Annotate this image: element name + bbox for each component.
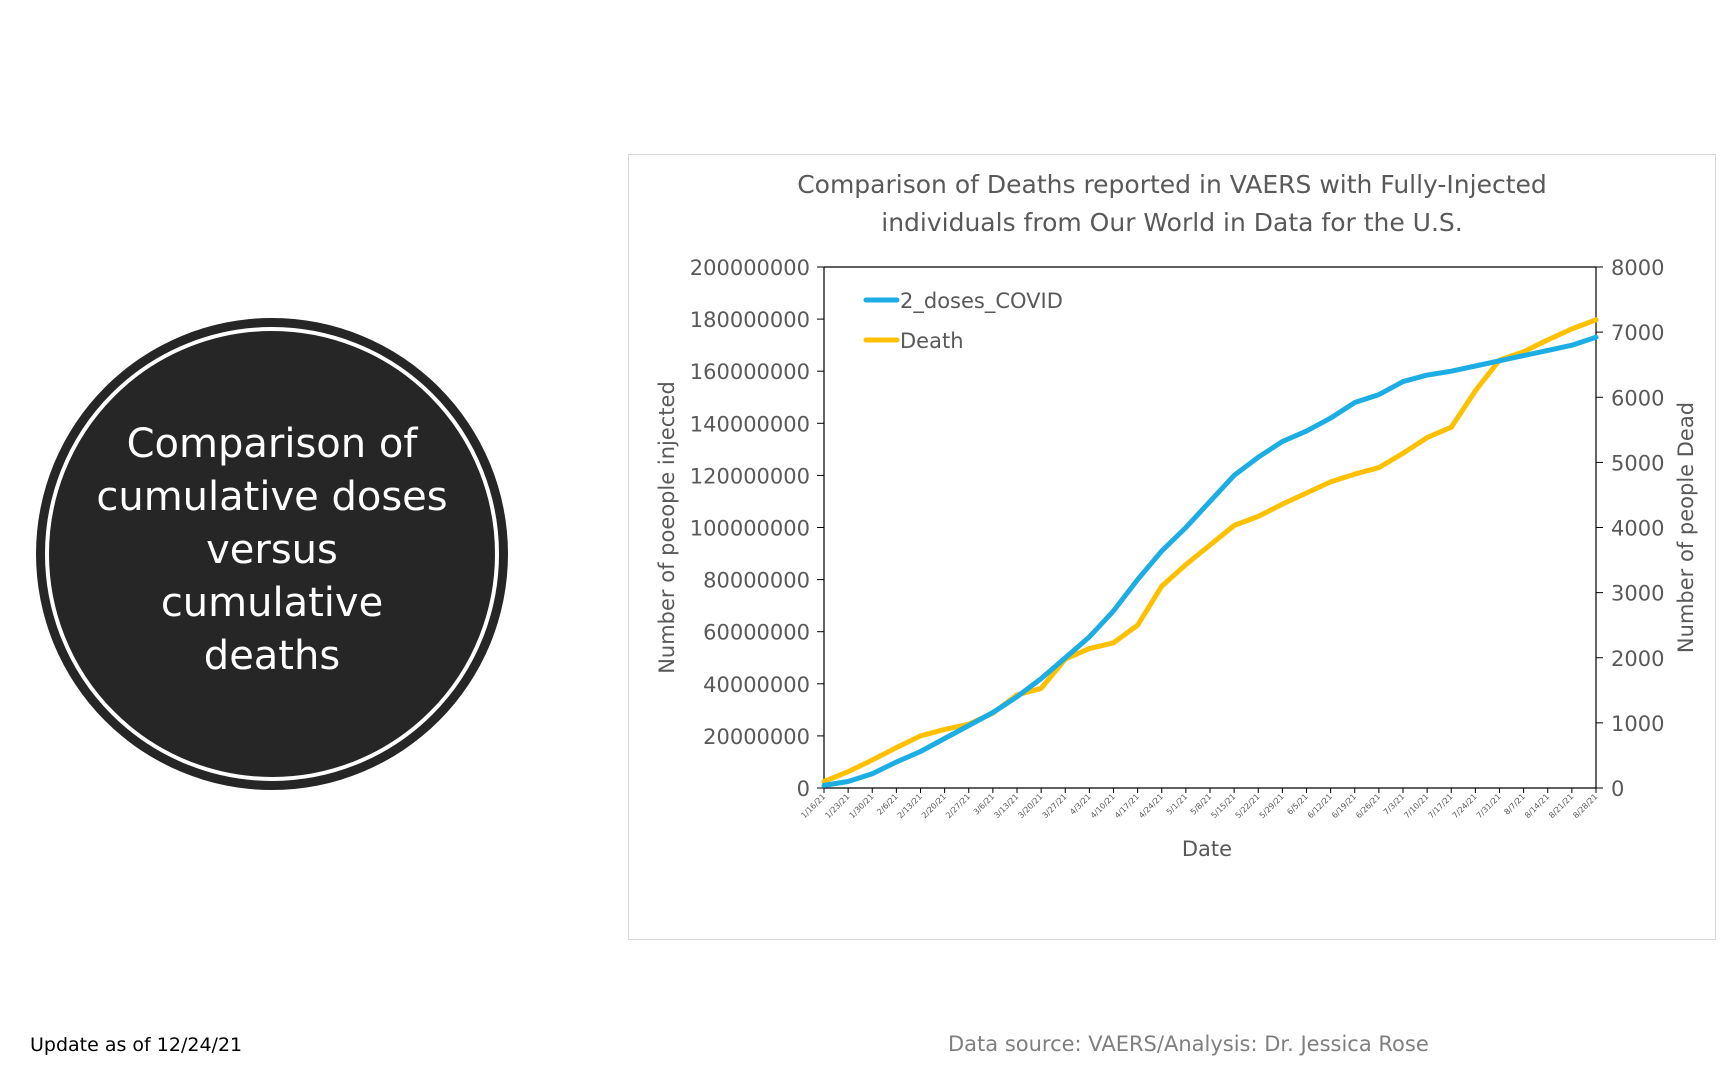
left-y-tick-label: 160000000 bbox=[690, 360, 810, 384]
right-y-tick-label: 1000 bbox=[1611, 712, 1664, 736]
death-series-line bbox=[821, 317, 1599, 784]
x-tick-label: 1/23/21 bbox=[823, 792, 851, 820]
x-tick-label: 7/31/21 bbox=[1475, 792, 1503, 820]
x-tick-label: 4/10/21 bbox=[1089, 792, 1117, 820]
x-tick-label: 2/27/21 bbox=[944, 792, 972, 820]
chart: Comparison of Deaths reported in VAERS w… bbox=[655, 170, 1698, 861]
x-tick-label: 5/15/21 bbox=[1209, 792, 1237, 820]
x-tick-label: 1/30/21 bbox=[847, 792, 875, 820]
chart-title-line-1: Comparison of Deaths reported in VAERS w… bbox=[797, 170, 1547, 199]
x-tick-label: 3/27/21 bbox=[1040, 792, 1068, 820]
left-y-tick-label: 120000000 bbox=[690, 464, 810, 488]
x-tick-label: 5/29/21 bbox=[1258, 792, 1286, 820]
x-tick-label: 3/13/21 bbox=[992, 792, 1020, 820]
x-tick-label: 3/20/21 bbox=[1016, 792, 1044, 820]
left-y-tick-label: 80000000 bbox=[703, 569, 810, 593]
legend-label-2: Death bbox=[900, 329, 964, 353]
right-y-tick-label: 8000 bbox=[1611, 256, 1664, 280]
left-y-tick-label: 0 bbox=[797, 777, 810, 801]
chart-title-line-2: individuals from Our World in Data for t… bbox=[881, 208, 1463, 237]
left-y-tick-label: 60000000 bbox=[703, 621, 810, 645]
x-tick-label: 7/24/21 bbox=[1451, 792, 1479, 820]
right-y-tick-label: 3000 bbox=[1611, 582, 1664, 606]
x-tick-label: 5/1/21 bbox=[1165, 792, 1190, 817]
right-y-tick-label: 7000 bbox=[1611, 321, 1664, 345]
legend-label-1: 2_doses_COVID bbox=[900, 289, 1063, 314]
x-tick-label: 6/19/21 bbox=[1330, 792, 1358, 820]
doses-series-line bbox=[821, 334, 1599, 788]
right-y-tick-label: 4000 bbox=[1611, 517, 1664, 541]
x-tick-label: 7/10/21 bbox=[1402, 792, 1430, 820]
left-y-tick-label: 100000000 bbox=[690, 517, 810, 541]
x-tick-label: 8/21/21 bbox=[1547, 792, 1575, 820]
x-tick-label: 4/24/21 bbox=[1137, 792, 1165, 820]
x-tick-label: 6/12/21 bbox=[1306, 792, 1334, 820]
circle-title-text: Comparison of cumulative doses versus cu… bbox=[96, 420, 448, 679]
left-y-tick-label: 180000000 bbox=[690, 308, 810, 332]
chart-frame: Comparison of Deaths reported in VAERS w… bbox=[628, 154, 1716, 940]
x-tick-label: 8/28/21 bbox=[1571, 792, 1599, 820]
data-source-note: Data source: VAERS/Analysis: Dr. Jessica… bbox=[948, 1032, 1429, 1056]
x-tick-label: 5/22/21 bbox=[1233, 792, 1261, 820]
x-axis-title: Date bbox=[1182, 837, 1232, 861]
left-y-axis-title: Number of poeople injected bbox=[655, 381, 679, 674]
left-y-tick-label: 200000000 bbox=[690, 256, 810, 280]
right-y-tick-label: 6000 bbox=[1611, 386, 1664, 410]
right-y-tick-label: 5000 bbox=[1611, 451, 1664, 475]
x-tick-label: 8/14/21 bbox=[1523, 792, 1551, 820]
right-y-tick-label: 2000 bbox=[1611, 647, 1664, 671]
x-tick-label: 6/26/21 bbox=[1354, 792, 1382, 820]
left-y-tick-label: 140000000 bbox=[690, 412, 810, 436]
right-y-tick-label: 0 bbox=[1611, 777, 1624, 801]
right-y-axis-title: Number of people Dead bbox=[1674, 402, 1698, 653]
update-date-note: Update as of 12/24/21 bbox=[30, 1034, 243, 1056]
x-tick-label: 7/17/21 bbox=[1426, 792, 1454, 820]
title-circle-ring bbox=[45, 327, 499, 781]
x-tick-label: 4/17/21 bbox=[1113, 792, 1141, 820]
x-tick-label: 2/13/21 bbox=[896, 792, 924, 820]
left-y-tick-label: 20000000 bbox=[703, 725, 810, 749]
x-tick-label: 2/20/21 bbox=[920, 792, 948, 820]
left-y-tick-label: 40000000 bbox=[703, 673, 810, 697]
